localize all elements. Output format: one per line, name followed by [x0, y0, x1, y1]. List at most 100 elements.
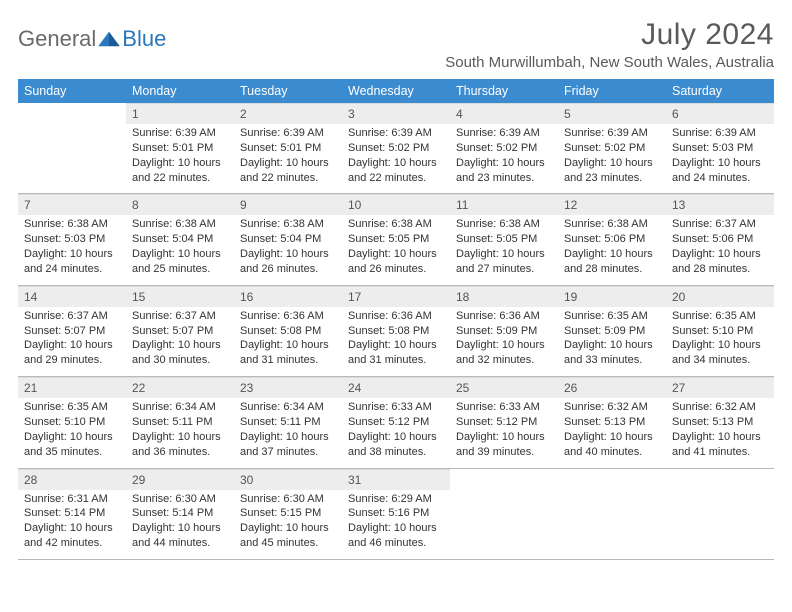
- day-data: Sunrise: 6:37 AMSunset: 5:07 PMDaylight:…: [18, 307, 126, 376]
- calendar-day-cell: 23Sunrise: 6:34 AMSunset: 5:11 PMDayligh…: [234, 377, 342, 468]
- location-text: South Murwillumbah, New South Wales, Aus…: [445, 54, 774, 71]
- calendar-day-cell: 2Sunrise: 6:39 AMSunset: 5:01 PMDaylight…: [234, 103, 342, 194]
- calendar-page: General Blue July 2024 South Murwillumba…: [0, 0, 792, 560]
- day-number: 9: [234, 194, 342, 215]
- day-number: 12: [558, 194, 666, 215]
- day-number: 27: [666, 377, 774, 398]
- calendar-day-cell: 3Sunrise: 6:39 AMSunset: 5:02 PMDaylight…: [342, 103, 450, 194]
- day-number: 21: [18, 377, 126, 398]
- calendar-day-cell: [450, 468, 558, 559]
- day-data: Sunrise: 6:38 AMSunset: 5:03 PMDaylight:…: [18, 215, 126, 284]
- topbar: General Blue July 2024 South Murwillumba…: [18, 18, 774, 71]
- day-number: 7: [18, 194, 126, 215]
- calendar-day-cell: 27Sunrise: 6:32 AMSunset: 5:13 PMDayligh…: [666, 377, 774, 468]
- day-number: 5: [558, 103, 666, 124]
- day-data: Sunrise: 6:36 AMSunset: 5:09 PMDaylight:…: [450, 307, 558, 376]
- day-number: 6: [666, 103, 774, 124]
- day-number: 1: [126, 103, 234, 124]
- day-number: 17: [342, 286, 450, 307]
- day-data: Sunrise: 6:36 AMSunset: 5:08 PMDaylight:…: [234, 307, 342, 376]
- day-data: Sunrise: 6:32 AMSunset: 5:13 PMDaylight:…: [558, 398, 666, 467]
- logo: General Blue: [18, 18, 166, 52]
- day-number: 29: [126, 469, 234, 490]
- calendar-day-cell: 25Sunrise: 6:33 AMSunset: 5:12 PMDayligh…: [450, 377, 558, 468]
- calendar-day-cell: 19Sunrise: 6:35 AMSunset: 5:09 PMDayligh…: [558, 285, 666, 376]
- calendar-day-cell: 21Sunrise: 6:35 AMSunset: 5:10 PMDayligh…: [18, 377, 126, 468]
- day-number: 8: [126, 194, 234, 215]
- day-number: 22: [126, 377, 234, 398]
- calendar-day-cell: 13Sunrise: 6:37 AMSunset: 5:06 PMDayligh…: [666, 194, 774, 285]
- calendar-day-cell: [18, 103, 126, 194]
- weekday-header: Saturday: [666, 79, 774, 103]
- day-number: 4: [450, 103, 558, 124]
- day-data: Sunrise: 6:36 AMSunset: 5:08 PMDaylight:…: [342, 307, 450, 376]
- calendar-day-cell: 26Sunrise: 6:32 AMSunset: 5:13 PMDayligh…: [558, 377, 666, 468]
- month-title: July 2024: [445, 18, 774, 52]
- calendar-day-cell: 31Sunrise: 6:29 AMSunset: 5:16 PMDayligh…: [342, 468, 450, 559]
- day-data: Sunrise: 6:39 AMSunset: 5:03 PMDaylight:…: [666, 124, 774, 193]
- day-number: 25: [450, 377, 558, 398]
- title-block: July 2024 South Murwillumbah, New South …: [445, 18, 774, 71]
- day-number: 14: [18, 286, 126, 307]
- day-data: Sunrise: 6:38 AMSunset: 5:04 PMDaylight:…: [234, 215, 342, 284]
- day-number: 30: [234, 469, 342, 490]
- calendar-week-row: 21Sunrise: 6:35 AMSunset: 5:10 PMDayligh…: [18, 377, 774, 468]
- calendar-day-cell: 6Sunrise: 6:39 AMSunset: 5:03 PMDaylight…: [666, 103, 774, 194]
- day-number: 3: [342, 103, 450, 124]
- calendar-day-cell: [558, 468, 666, 559]
- day-number: 13: [666, 194, 774, 215]
- logo-mark-icon: [98, 30, 120, 48]
- calendar-week-row: 1Sunrise: 6:39 AMSunset: 5:01 PMDaylight…: [18, 103, 774, 194]
- day-data: Sunrise: 6:37 AMSunset: 5:06 PMDaylight:…: [666, 215, 774, 284]
- calendar-grid: SundayMondayTuesdayWednesdayThursdayFrid…: [18, 79, 774, 560]
- calendar-day-cell: 20Sunrise: 6:35 AMSunset: 5:10 PMDayligh…: [666, 285, 774, 376]
- calendar-week-row: 7Sunrise: 6:38 AMSunset: 5:03 PMDaylight…: [18, 194, 774, 285]
- calendar-day-cell: 17Sunrise: 6:36 AMSunset: 5:08 PMDayligh…: [342, 285, 450, 376]
- day-data: Sunrise: 6:39 AMSunset: 5:02 PMDaylight:…: [558, 124, 666, 193]
- day-data: Sunrise: 6:39 AMSunset: 5:01 PMDaylight:…: [234, 124, 342, 193]
- calendar-week-row: 14Sunrise: 6:37 AMSunset: 5:07 PMDayligh…: [18, 285, 774, 376]
- calendar-day-cell: 4Sunrise: 6:39 AMSunset: 5:02 PMDaylight…: [450, 103, 558, 194]
- day-number: 31: [342, 469, 450, 490]
- calendar-day-cell: 7Sunrise: 6:38 AMSunset: 5:03 PMDaylight…: [18, 194, 126, 285]
- calendar-day-cell: 14Sunrise: 6:37 AMSunset: 5:07 PMDayligh…: [18, 285, 126, 376]
- day-data: Sunrise: 6:35 AMSunset: 5:10 PMDaylight:…: [18, 398, 126, 467]
- calendar-day-cell: 30Sunrise: 6:30 AMSunset: 5:15 PMDayligh…: [234, 468, 342, 559]
- day-data: Sunrise: 6:39 AMSunset: 5:01 PMDaylight:…: [126, 124, 234, 193]
- weekday-header: Friday: [558, 79, 666, 103]
- calendar-day-cell: 29Sunrise: 6:30 AMSunset: 5:14 PMDayligh…: [126, 468, 234, 559]
- day-number: 20: [666, 286, 774, 307]
- day-number: 16: [234, 286, 342, 307]
- day-data: Sunrise: 6:31 AMSunset: 5:14 PMDaylight:…: [18, 490, 126, 559]
- day-data: Sunrise: 6:35 AMSunset: 5:09 PMDaylight:…: [558, 307, 666, 376]
- calendar-body: 1Sunrise: 6:39 AMSunset: 5:01 PMDaylight…: [18, 103, 774, 559]
- calendar-day-cell: [666, 468, 774, 559]
- day-data: Sunrise: 6:35 AMSunset: 5:10 PMDaylight:…: [666, 307, 774, 376]
- logo-word2: Blue: [122, 26, 166, 52]
- day-data: Sunrise: 6:33 AMSunset: 5:12 PMDaylight:…: [342, 398, 450, 467]
- weekday-header: Sunday: [18, 79, 126, 103]
- calendar-day-cell: 5Sunrise: 6:39 AMSunset: 5:02 PMDaylight…: [558, 103, 666, 194]
- day-data: Sunrise: 6:30 AMSunset: 5:14 PMDaylight:…: [126, 490, 234, 559]
- day-number: 2: [234, 103, 342, 124]
- day-number: 24: [342, 377, 450, 398]
- day-data: Sunrise: 6:37 AMSunset: 5:07 PMDaylight:…: [126, 307, 234, 376]
- day-number: 11: [450, 194, 558, 215]
- calendar-day-cell: 15Sunrise: 6:37 AMSunset: 5:07 PMDayligh…: [126, 285, 234, 376]
- calendar-day-cell: 9Sunrise: 6:38 AMSunset: 5:04 PMDaylight…: [234, 194, 342, 285]
- calendar-day-cell: 24Sunrise: 6:33 AMSunset: 5:12 PMDayligh…: [342, 377, 450, 468]
- calendar-day-cell: 22Sunrise: 6:34 AMSunset: 5:11 PMDayligh…: [126, 377, 234, 468]
- day-data: Sunrise: 6:39 AMSunset: 5:02 PMDaylight:…: [342, 124, 450, 193]
- calendar-day-cell: 10Sunrise: 6:38 AMSunset: 5:05 PMDayligh…: [342, 194, 450, 285]
- logo-word1: General: [18, 26, 96, 52]
- day-number: 28: [18, 469, 126, 490]
- day-data: Sunrise: 6:32 AMSunset: 5:13 PMDaylight:…: [666, 398, 774, 467]
- weekday-header: Thursday: [450, 79, 558, 103]
- day-data: Sunrise: 6:30 AMSunset: 5:15 PMDaylight:…: [234, 490, 342, 559]
- calendar-day-cell: 12Sunrise: 6:38 AMSunset: 5:06 PMDayligh…: [558, 194, 666, 285]
- day-data: Sunrise: 6:38 AMSunset: 5:05 PMDaylight:…: [342, 215, 450, 284]
- day-data: Sunrise: 6:38 AMSunset: 5:06 PMDaylight:…: [558, 215, 666, 284]
- calendar-day-cell: 8Sunrise: 6:38 AMSunset: 5:04 PMDaylight…: [126, 194, 234, 285]
- weekday-header: Wednesday: [342, 79, 450, 103]
- calendar-day-cell: 28Sunrise: 6:31 AMSunset: 5:14 PMDayligh…: [18, 468, 126, 559]
